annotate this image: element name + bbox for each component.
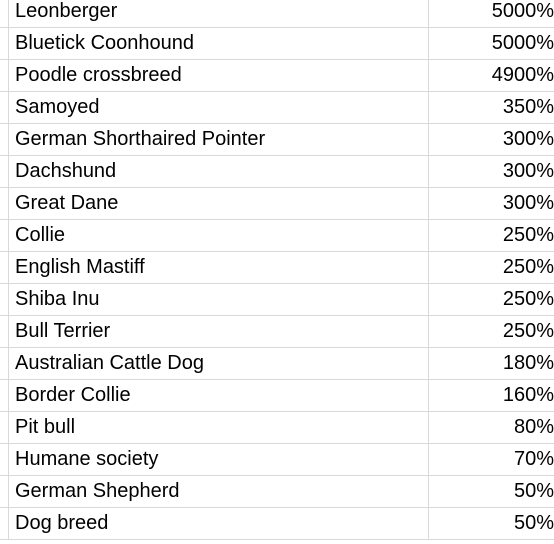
breed-cell[interactable]: Humane society xyxy=(9,444,429,475)
percent-cell[interactable]: 250% xyxy=(502,224,554,246)
row-gutter xyxy=(0,92,9,123)
table-row: Poodle crossbreed 4900% xyxy=(0,60,554,92)
row-gutter xyxy=(0,220,9,251)
row-gutter xyxy=(0,508,9,539)
row-gutter xyxy=(0,28,9,59)
table-row: Samoyed 350% xyxy=(0,92,554,124)
percent-cell[interactable]: 180% xyxy=(502,352,554,374)
breed-cell[interactable]: Shiba Inu xyxy=(9,284,429,315)
percent-cell[interactable]: 80% xyxy=(513,416,554,438)
breed-cell[interactable]: German Shorthaired Pointer xyxy=(9,124,429,155)
breed-cell[interactable]: Australian Cattle Dog xyxy=(9,348,429,379)
row-gutter xyxy=(0,316,9,347)
breed-cell[interactable]: Pit bull xyxy=(9,412,429,443)
breed-cell[interactable]: English Mastiff xyxy=(9,252,429,283)
percent-cell[interactable]: 50% xyxy=(513,512,554,534)
breed-cell[interactable]: Bluetick Coonhound xyxy=(9,28,429,59)
percent-cell[interactable]: 250% xyxy=(502,288,554,310)
breed-cell[interactable]: Poodle crossbreed xyxy=(9,60,429,91)
percent-cell[interactable]: 50% xyxy=(513,480,554,502)
percent-cell[interactable]: 5000% xyxy=(491,32,554,54)
table-row: Bluetick Coonhound 5000% xyxy=(0,28,554,60)
table-row: Dachshund 300% xyxy=(0,156,554,188)
table-row: Great Dane 300% xyxy=(0,188,554,220)
row-gutter xyxy=(0,380,9,411)
breed-cell[interactable]: Samoyed xyxy=(9,92,429,123)
breed-cell[interactable]: Dachshund xyxy=(9,156,429,187)
breed-cell[interactable]: Leonberger xyxy=(9,0,429,27)
table-row: Humane society 70% xyxy=(0,444,554,476)
percent-cell[interactable]: 4900% xyxy=(491,64,554,86)
breed-cell[interactable]: Collie xyxy=(9,220,429,251)
table-row: English Mastiff 250% xyxy=(0,252,554,284)
row-gutter xyxy=(0,0,9,27)
percent-cell[interactable]: 250% xyxy=(502,256,554,278)
breed-cell[interactable]: Bull Terrier xyxy=(9,316,429,347)
table-row: Bull Terrier 250% xyxy=(0,316,554,348)
breed-cell[interactable]: Great Dane xyxy=(9,188,429,219)
row-gutter xyxy=(0,156,9,187)
table-row: Australian Cattle Dog 180% xyxy=(0,348,554,380)
table-row: Shiba Inu 250% xyxy=(0,284,554,316)
row-gutter xyxy=(0,412,9,443)
percent-cell[interactable]: 5000% xyxy=(491,0,554,22)
percent-cell[interactable]: 250% xyxy=(502,320,554,342)
table-row: Collie 250% xyxy=(0,220,554,252)
row-gutter xyxy=(0,476,9,507)
row-gutter xyxy=(0,124,9,155)
table-row: Pit bull 80% xyxy=(0,412,554,444)
table-row: German Shorthaired Pointer 300% xyxy=(0,124,554,156)
table-row: Dog breed 50% xyxy=(0,508,554,540)
percent-cell[interactable]: 350% xyxy=(502,96,554,118)
row-gutter xyxy=(0,252,9,283)
percent-cell[interactable]: 300% xyxy=(502,192,554,214)
breed-cell[interactable]: Dog breed xyxy=(9,508,429,539)
percent-cell[interactable]: 300% xyxy=(502,128,554,150)
table-row: German Shepherd 50% xyxy=(0,476,554,508)
breed-cell[interactable]: German Shepherd xyxy=(9,476,429,507)
row-gutter xyxy=(0,188,9,219)
row-gutter xyxy=(0,60,9,91)
percent-cell[interactable]: 300% xyxy=(502,160,554,182)
percent-cell[interactable]: 160% xyxy=(502,384,554,406)
percent-cell[interactable]: 70% xyxy=(513,448,554,470)
row-gutter xyxy=(0,444,9,475)
row-gutter xyxy=(0,284,9,315)
table-row: Leonberger 5000% xyxy=(0,0,554,28)
row-gutter xyxy=(0,348,9,379)
table-row: Border Collie 160% xyxy=(0,380,554,412)
breed-cell[interactable]: Border Collie xyxy=(9,380,429,411)
